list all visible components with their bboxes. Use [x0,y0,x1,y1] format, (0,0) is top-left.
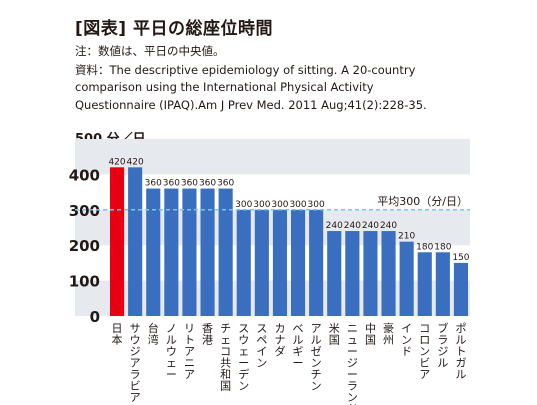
x-tick-label: 豪州 [383,321,394,347]
bar-value-label: 360 [199,179,216,189]
bar-value-label: 150 [452,253,469,263]
bar [182,188,197,316]
x-tick-label: コロンビア [419,322,430,381]
x-tick-label: リトアニア [184,322,195,381]
bar [254,209,269,316]
x-tick-label: カナダ [274,322,285,358]
chart-note: 注：数値は、平日の中央値。 [75,44,225,58]
source-line-2: comparison using the International Physi… [75,80,374,94]
bar-value-label: 360 [163,179,180,189]
x-tick-label: ポルトガル [455,322,466,381]
bar [435,252,450,316]
x-tick-label: インド [401,322,412,358]
x-tick-label: 米国 [329,322,340,347]
bar [453,262,469,316]
bar-value-label: 240 [344,221,361,231]
x-tick-label: ニュージーランド [347,322,358,405]
bar-value-label: 420 [108,157,125,167]
bar-value-label: 240 [326,221,343,231]
x-tick-label: アルゼンチン [311,322,322,393]
bar [363,231,378,316]
x-tick-label: スウェーデン [238,322,249,393]
bar-value-label: 180 [416,242,433,252]
bar [290,209,306,316]
bar [109,167,125,316]
bar [164,188,179,316]
bar-value-label: 300 [235,200,252,210]
y-tick-label: 0 [90,308,100,326]
bar [381,231,396,316]
bar [218,188,233,316]
bar-value-label: 210 [398,232,415,242]
bar [200,188,215,316]
bar [345,231,360,316]
x-tick-label: 香港 [202,322,213,347]
bar-value-label: 180 [434,242,451,252]
x-tick-label: 日本 [112,322,123,347]
x-tick-label: ブラジル [437,321,448,370]
bar [417,252,432,316]
y-tick-label: 300 [69,202,100,220]
bar [309,209,324,316]
bar [128,167,143,316]
bar-value-label: 240 [362,221,379,231]
bar-value-label: 420 [127,157,144,167]
bar-value-label: 360 [181,179,198,189]
bar [399,241,414,316]
bar [236,209,251,316]
x-tick-label: 中国 [365,322,376,347]
x-tick-label: 台湾 [148,321,159,347]
bar-value-label: 300 [289,200,306,210]
x-tick-label: ノルウェー [166,322,177,381]
y-tick-label: 200 [69,237,100,255]
bar-value-label: 300 [253,200,270,210]
bar-value-label: 300 [271,200,288,210]
source-line-3: Questionnaire (IPAQ).Am J Prev Med. 2011… [75,98,427,112]
bar-value-label: 240 [380,221,397,231]
bar [327,231,342,316]
x-tick-label: サウジアラビア [130,322,141,404]
bar-value-label: 360 [145,179,162,189]
y-tick-label: 100 [69,273,100,291]
y-tick-label: 400 [69,166,100,184]
x-tick-label: チェコ共和国 [220,322,231,393]
source-line-1: 資料：The descriptive epidemiology of sitti… [75,63,416,77]
x-tick-label: スペイン [256,322,267,370]
bar-value-label: 360 [217,179,234,189]
average-label: 平均300（分/日） [377,195,468,208]
bar-value-label: 300 [308,200,325,210]
x-tick-label: ベルギー [293,322,304,370]
chart-title: [図表] 平日の総座位時間 [75,19,273,39]
bar [272,209,288,316]
bar [146,188,161,316]
